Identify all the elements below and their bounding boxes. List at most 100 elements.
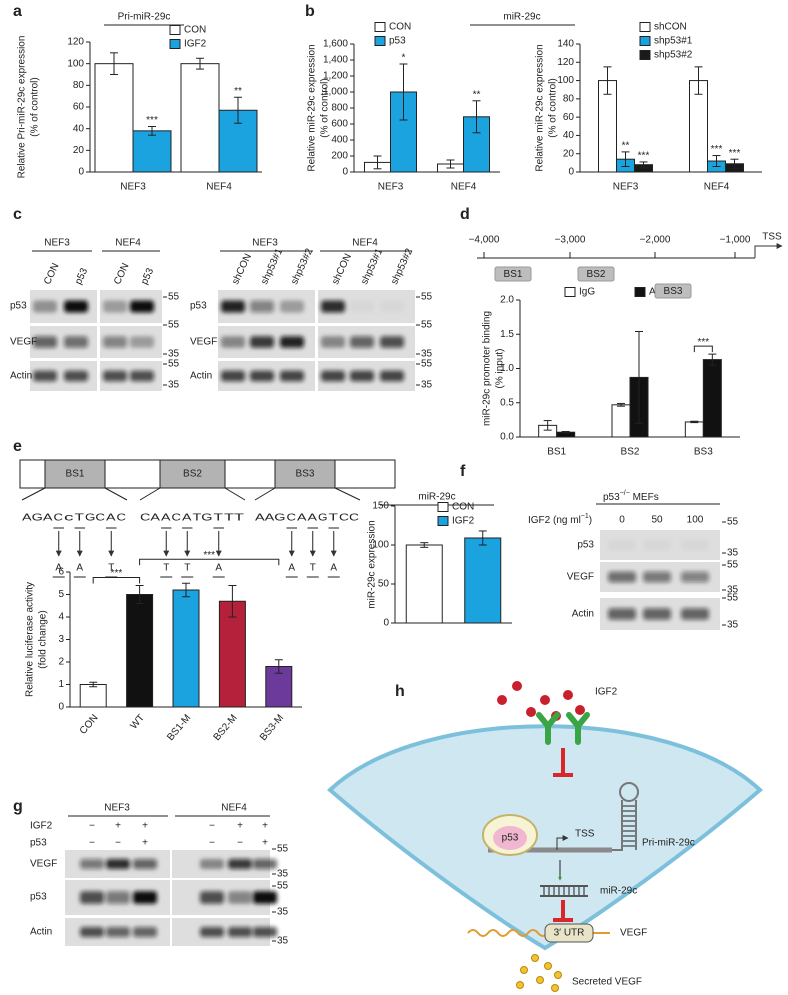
blot-band [130, 300, 154, 313]
panel-letter: h [395, 683, 405, 700]
site-box [654, 283, 692, 299]
y-tick-label: 1.0 [500, 363, 514, 374]
error-bar [561, 431, 570, 434]
box-label: BS2 [183, 469, 202, 480]
secreted-vegf [554, 971, 562, 979]
value-label: *** [638, 151, 650, 162]
error-bar [373, 155, 382, 170]
igf2-ligand [512, 681, 522, 691]
condition-mark: − [89, 821, 95, 832]
mutated-base: A [161, 513, 171, 524]
y-tick-label: 1,000 [323, 87, 348, 98]
bracket-label: *** [697, 337, 709, 348]
bar [172, 589, 200, 708]
mw-label: 35 [421, 380, 433, 391]
bar [405, 544, 443, 624]
blot-band [250, 370, 274, 382]
mutation-base: A [330, 563, 337, 574]
blot-band [380, 301, 404, 313]
legend-label: p53 [389, 36, 406, 47]
receptor [536, 712, 560, 745]
value-label: ** [622, 141, 630, 152]
p53-core [493, 826, 527, 850]
x-tick-label: NEF3 [120, 182, 146, 193]
cell [327, 724, 763, 951]
legend-label: IGF2 [184, 39, 207, 50]
value-label: *** [146, 115, 158, 126]
group-label: NEF4 [352, 238, 378, 249]
sequence-text: TT [224, 513, 244, 524]
y-tick-label: 1,600 [323, 39, 348, 50]
y-tick-label: 150 [372, 501, 389, 512]
bar [79, 684, 107, 708]
blot-title-part: p53 [603, 492, 620, 503]
value-label: *** [711, 144, 723, 155]
bracket [693, 345, 713, 353]
scale-label: −2,000 [640, 235, 671, 246]
y-tick-label: 100 [67, 58, 84, 69]
y-tick-label: 20 [73, 145, 85, 156]
mw-label: 55 [727, 517, 739, 528]
blot-title: p53−/− MEFs [603, 490, 659, 503]
blot-band [103, 370, 127, 382]
error-bar [110, 52, 118, 75]
legend-label: IGF2 [452, 516, 475, 527]
mutated-base: T [329, 513, 339, 524]
legend-swatch [634, 287, 646, 297]
blot-band [643, 571, 671, 583]
pri-label: Pri-miR-29c [642, 838, 695, 849]
blot-band [608, 571, 636, 583]
y-tick-label: 1,400 [323, 55, 348, 66]
y-tick-label: 1 [58, 679, 64, 690]
x-tick-label: CON [78, 713, 101, 737]
y-tick-label: 4 [58, 612, 64, 623]
bar [611, 404, 631, 438]
sequence-text: c [64, 513, 74, 524]
condition-mark: − [89, 838, 95, 849]
box-link [139, 487, 246, 501]
lane-label: shp53#2 [389, 247, 415, 287]
legend-swatch [639, 22, 651, 32]
site-box [494, 266, 532, 282]
mw-label: 35 [168, 380, 180, 391]
mw-label: 55 [277, 881, 289, 892]
blot-band [133, 858, 157, 870]
blot-band [321, 300, 345, 313]
y-tick-label: 60 [563, 112, 575, 123]
bar [218, 600, 246, 708]
binding-box [274, 459, 336, 489]
blot-band [681, 540, 709, 551]
group-label: NEF4 [221, 803, 247, 814]
y-tick-label: 0.0 [500, 432, 514, 443]
tss-label-h: TSS [575, 829, 595, 840]
value-label: * [402, 53, 406, 64]
mw-label: 55 [421, 292, 433, 303]
panel-letter: g [13, 798, 23, 815]
y-tick-label: 50 [378, 579, 390, 590]
sequence-text: AGA [22, 513, 53, 524]
blot-band [380, 370, 404, 382]
blot-band [350, 336, 374, 348]
bar [94, 63, 134, 173]
utr-label: 3′ UTR [554, 928, 585, 939]
sequence-text: TG [193, 513, 213, 524]
sequence-text: GC [85, 513, 105, 524]
blot-band [350, 370, 374, 382]
x-tick-label: BS2-M [212, 713, 240, 743]
blot-band [103, 336, 127, 348]
y-tick-label: 600 [331, 119, 348, 130]
blot-band [608, 540, 636, 551]
igf2-ligand [497, 695, 507, 705]
blot-band [321, 336, 345, 348]
blot-band [33, 336, 57, 348]
blot-band [253, 926, 277, 938]
row-label: VEGF [10, 337, 37, 348]
blot-band [643, 540, 671, 551]
mw-label: 35 [168, 349, 180, 360]
lane-label: shCON [330, 252, 354, 286]
blot-band [33, 370, 57, 382]
blot-band [250, 300, 274, 313]
receptor [566, 712, 590, 745]
mutation-base: A [288, 563, 295, 574]
condition-mark: + [262, 838, 268, 849]
